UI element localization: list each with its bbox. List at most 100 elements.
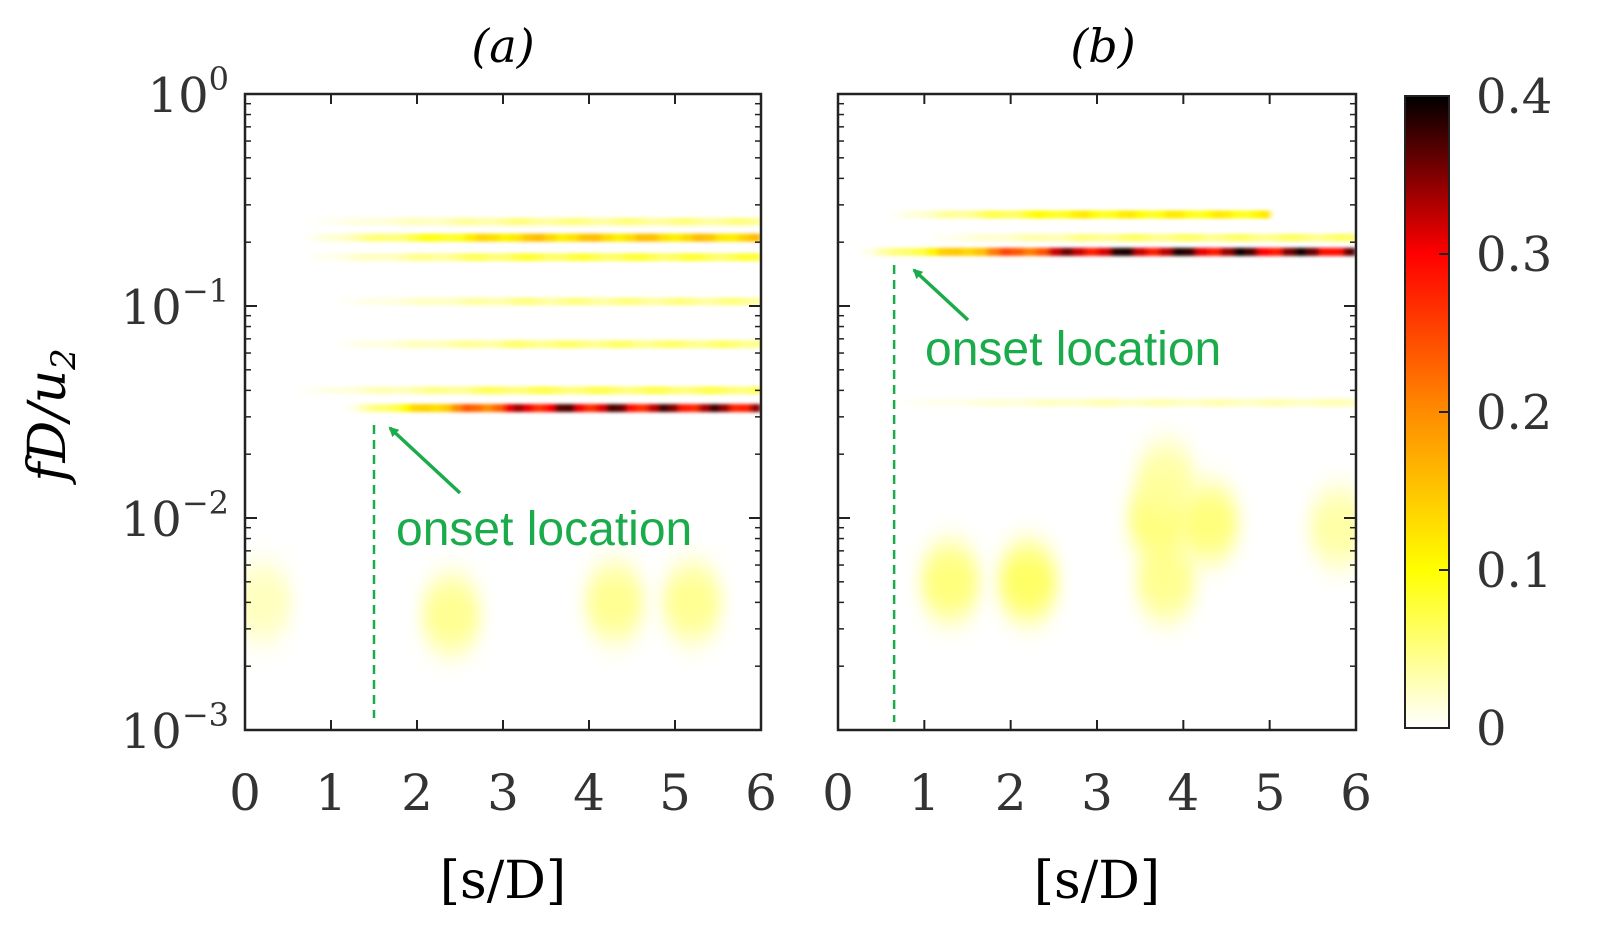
panel-a-band-cell <box>657 404 669 413</box>
panel-b-band-cell <box>1155 210 1166 219</box>
panel-a-band-cell <box>305 217 318 226</box>
panel-b-band-cell <box>952 398 965 407</box>
panel-a-band-cell <box>419 217 432 226</box>
panel-a-band-cell <box>653 340 665 349</box>
panel-a-band-cell <box>599 340 612 349</box>
panel-a-band-cell <box>521 253 534 262</box>
panel-a-band-cell <box>718 297 730 306</box>
panel-b-band-cell <box>1071 398 1084 407</box>
panel-a-band-cell <box>738 253 751 262</box>
panel-a-band-cell <box>715 217 728 226</box>
panel-b-band-cell <box>1011 247 1025 256</box>
x-tick-label: 0 <box>229 764 261 822</box>
panel-b-band-cell <box>986 247 1000 256</box>
panel-b-band-cell <box>965 210 976 219</box>
panel-b-band-cell <box>1140 233 1152 242</box>
panel-a-band-cell <box>373 217 386 226</box>
panel-a-band-cell <box>374 297 386 306</box>
panel-b-band-cell <box>1302 233 1314 242</box>
panel-a-band-cell <box>362 253 375 262</box>
panel-a-band-cell <box>510 253 523 262</box>
panel-a-band-cell <box>407 253 420 262</box>
panel-a-band-cell <box>535 297 547 306</box>
panel-a-band-cell <box>653 297 665 306</box>
panel-a-band-cell <box>624 217 637 226</box>
panel-a-band <box>305 217 761 226</box>
panel-b-band-cell <box>1032 210 1043 219</box>
panel-b-x-axis-label: [s/D] <box>1034 851 1160 911</box>
panel-a-band-cell <box>567 253 580 262</box>
panel-b-band-cell <box>1060 210 1071 219</box>
panel-a-band-cell <box>374 340 386 349</box>
panel-b-band-cell <box>1344 398 1356 407</box>
panel-a-band-cell <box>621 386 634 395</box>
panel-b-band-cell <box>1107 233 1120 242</box>
panel-a-band <box>331 340 761 349</box>
panel-a-band-cell <box>341 297 354 306</box>
x-tick-label: 5 <box>1254 764 1286 822</box>
panel-b-band <box>924 233 1356 242</box>
panel-b-band-cell <box>1082 398 1096 407</box>
panel-b-band-cell <box>928 398 942 407</box>
panel-b-band-cell <box>1258 233 1271 242</box>
colorbar: 0 0.1 0.2 0.3 0.4 <box>1404 69 1552 757</box>
panel-b-blob <box>1308 489 1356 566</box>
panel-a-band-cell <box>749 233 761 242</box>
panel-b-band-cell <box>950 247 963 256</box>
panel-b-band-cell <box>1204 233 1217 242</box>
panel-a-band-cell <box>726 253 739 262</box>
panel-b-band-cell <box>876 247 890 256</box>
panel-a-ticks <box>244 93 762 731</box>
panel-a-band-cell <box>590 253 603 262</box>
panel-a-band-cell <box>601 217 614 226</box>
panel-b-band-cell <box>1032 233 1044 242</box>
panel-b-band-cell <box>946 210 957 219</box>
x-tick-label: 6 <box>1340 764 1372 822</box>
panel-a-band-cell <box>709 404 721 413</box>
panel-a-band-cell <box>453 233 466 242</box>
panel-a-band-cell <box>635 233 648 242</box>
panel-a-band-cell <box>435 386 449 395</box>
panel-a-band-cell <box>595 404 607 413</box>
panel-b-band-cell <box>1203 210 1214 219</box>
panel-a-band-cell <box>578 297 590 306</box>
panel-b-band-cell <box>1241 210 1252 219</box>
panel-a-band-cell <box>644 386 658 395</box>
panel-b-band-cell <box>1269 233 1282 242</box>
panel-b-band-cell <box>881 398 894 407</box>
panel-b-band-cell <box>918 210 929 219</box>
panel-b-band-cell <box>1023 398 1037 407</box>
panel-b-band-cell <box>940 398 953 407</box>
panel-b-band-cell <box>1117 210 1128 219</box>
panel-a-band-cell <box>738 217 751 226</box>
panel-a-band-cell <box>308 386 321 395</box>
panel-a-band-cell <box>749 253 761 262</box>
panel-b-band-cell <box>1183 247 1197 256</box>
panel-b-band-cell <box>1220 247 1234 256</box>
panel-a-band-cell <box>696 340 708 349</box>
panel-a-band-cell <box>427 297 440 306</box>
panel-b-band-cell <box>1085 247 1099 256</box>
panel-a-blob <box>662 564 723 641</box>
panel-b-band-cell <box>978 233 990 242</box>
panel-b-band-cell <box>900 247 914 256</box>
panel-b-band-cell <box>1159 247 1173 256</box>
svg-text:fD/u2: fD/u2 <box>18 348 84 486</box>
panel-b-band-cell <box>1043 233 1055 242</box>
panel-a-band-cell <box>647 404 659 413</box>
panel-a-band-cell <box>647 217 660 226</box>
panel-b-band-cell <box>1215 233 1228 242</box>
panel-b-band-cell <box>904 398 918 407</box>
panel-a-band-cell <box>487 253 500 262</box>
panel-a-band-cell <box>407 217 420 226</box>
panel-a-band-cell <box>601 253 614 262</box>
panel-b-band-cell <box>1089 210 1100 219</box>
panel-b-band-cell <box>1331 247 1345 256</box>
panel-a-band-cell <box>316 253 329 262</box>
panel-b-band-cell <box>1193 210 1204 219</box>
panel-b-band-cell <box>1334 233 1346 242</box>
panel-b-band-cell <box>1249 398 1262 407</box>
panel-a-band-cell <box>726 217 739 226</box>
